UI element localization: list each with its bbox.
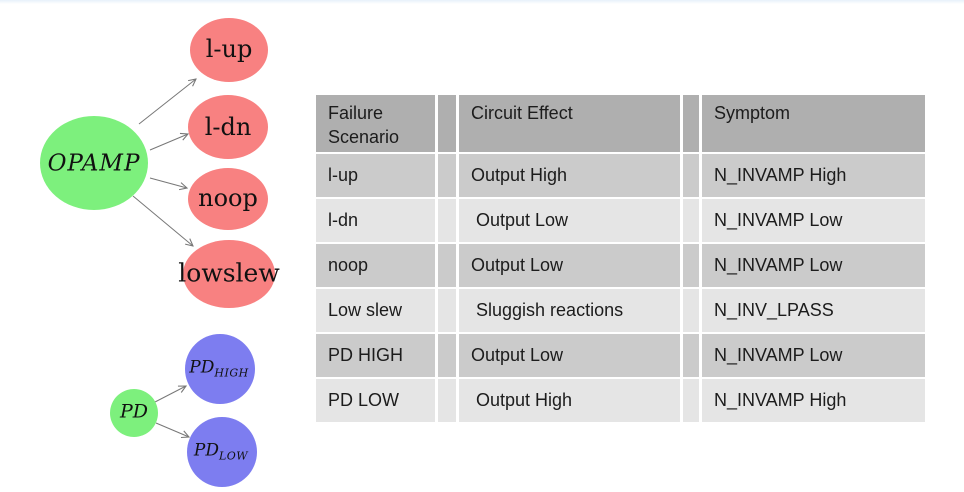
cell-symptom: N_INVAMP Low bbox=[702, 199, 925, 242]
pdhigh-node-shape bbox=[185, 334, 255, 404]
cell-scenario: noop bbox=[316, 244, 435, 287]
noop-node-shape bbox=[188, 168, 268, 230]
top-edge-gradient bbox=[0, 0, 964, 4]
lup-node-label: l-up bbox=[205, 35, 253, 63]
row-spacer bbox=[683, 154, 699, 197]
cell-scenario: Low slew bbox=[316, 289, 435, 332]
cell-symptom: N_INV_LPASS bbox=[702, 289, 925, 332]
cell-symptom: N_INVAMP Low bbox=[702, 244, 925, 287]
cell-symptom: N_INVAMP High bbox=[702, 379, 925, 422]
cell-scenario: PD HIGH bbox=[316, 334, 435, 377]
pdhigh-node-label: PDHIGH bbox=[189, 357, 249, 380]
failure-table: Failure Scenario Circuit Effect Symptom … bbox=[316, 95, 925, 422]
cell-effect: Output High bbox=[459, 379, 680, 422]
cell-effect: Output Low bbox=[459, 199, 680, 242]
opamp-node-label: OPAMP bbox=[47, 150, 141, 177]
pdlow-node-shape bbox=[187, 417, 257, 487]
row-spacer bbox=[438, 289, 456, 332]
header-spacer-2 bbox=[683, 95, 699, 152]
pdhigh-label-subscript: HIGH bbox=[214, 366, 249, 380]
edge-opamp-lowslew bbox=[132, 195, 193, 246]
ldn-node-shape bbox=[188, 95, 268, 159]
header-failure-scenario: Failure Scenario bbox=[316, 95, 435, 152]
cell-symptom: N_INVAMP Low bbox=[702, 334, 925, 377]
row-spacer bbox=[683, 199, 699, 242]
edge-opamp-noop bbox=[149, 177, 187, 188]
cell-scenario: l-dn bbox=[316, 199, 435, 242]
pd-node-label: PD bbox=[119, 400, 149, 423]
header-circuit-effect: Circuit Effect bbox=[459, 95, 680, 152]
fault-tree-diagram bbox=[40, 18, 275, 487]
row-spacer bbox=[438, 199, 456, 242]
noop-node-label: noop bbox=[198, 184, 258, 212]
pdlow-label-subscript: LOW bbox=[218, 449, 249, 463]
row-spacer bbox=[438, 334, 456, 377]
edge-pd-pdlow bbox=[155, 422, 189, 437]
header-symptom: Symptom bbox=[702, 95, 925, 152]
edge-pd-pdhigh bbox=[154, 386, 186, 403]
header-spacer-1 bbox=[438, 95, 456, 152]
edge-opamp-ldn bbox=[149, 134, 188, 151]
ldn-node-label: l-dn bbox=[204, 113, 252, 141]
opamp-node-shape bbox=[40, 116, 148, 210]
cell-effect: Output High bbox=[459, 154, 680, 197]
row-spacer bbox=[438, 244, 456, 287]
row-spacer bbox=[438, 379, 456, 422]
pdlow-node-label: PDLOW bbox=[193, 440, 249, 463]
lup-node-shape bbox=[190, 18, 268, 82]
pdhigh-label-main: PD bbox=[189, 357, 215, 378]
pd-node-shape bbox=[110, 389, 158, 437]
cell-scenario: l-up bbox=[316, 154, 435, 197]
lowslew-node-label: lowslew bbox=[178, 258, 280, 288]
cell-effect: Sluggish reactions bbox=[459, 289, 680, 332]
row-spacer bbox=[683, 244, 699, 287]
pdlow-label-main: PD bbox=[193, 440, 219, 461]
cell-effect: Output Low bbox=[459, 334, 680, 377]
row-spacer bbox=[683, 379, 699, 422]
row-spacer bbox=[438, 154, 456, 197]
lowslew-node-shape bbox=[183, 240, 275, 308]
cell-scenario: PD LOW bbox=[316, 379, 435, 422]
row-spacer bbox=[683, 334, 699, 377]
cell-symptom: N_INVAMP High bbox=[702, 154, 925, 197]
edge-opamp-lup bbox=[138, 79, 196, 125]
cell-effect: Output Low bbox=[459, 244, 680, 287]
row-spacer bbox=[683, 289, 699, 332]
